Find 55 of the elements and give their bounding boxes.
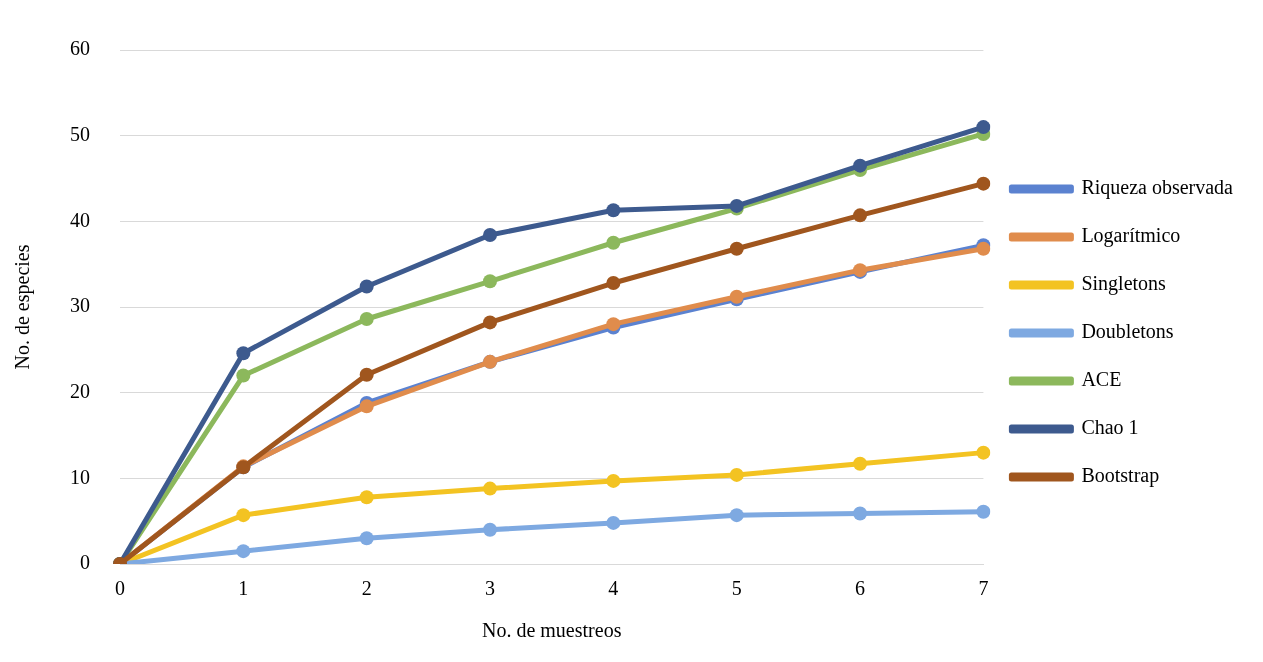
y-tick-label: 30 <box>70 294 90 317</box>
point <box>359 367 374 382</box>
x-tick-label: 1 <box>238 577 249 600</box>
point <box>976 176 991 191</box>
point <box>729 241 744 256</box>
point <box>853 158 868 173</box>
legend-label: Chao 1 <box>1081 416 1139 439</box>
point <box>483 315 498 330</box>
legend-label: ACE <box>1081 368 1122 391</box>
y-tick-label: 10 <box>70 465 90 488</box>
y-tick-label: 40 <box>70 208 90 231</box>
x-tick-label: 7 <box>978 577 989 600</box>
x-tick-label: 0 <box>115 577 125 600</box>
point <box>359 311 374 326</box>
point <box>606 473 621 488</box>
point <box>976 504 991 519</box>
y-tick-label: 20 <box>70 379 90 402</box>
x-tick-label: 5 <box>731 577 742 600</box>
x-tick-label: 6 <box>855 577 866 600</box>
point <box>729 508 744 523</box>
point <box>729 467 744 482</box>
point <box>606 235 621 250</box>
y-tick-label: 50 <box>70 122 90 145</box>
point <box>853 506 868 521</box>
y-tick-label: 0 <box>80 551 90 574</box>
point <box>359 490 374 505</box>
point <box>853 208 868 223</box>
point <box>606 203 621 218</box>
legend-label: Bootstrap <box>1081 464 1160 488</box>
x-tick-label: 3 <box>485 577 496 600</box>
point <box>606 276 621 291</box>
legend-label: Doubletons <box>1081 320 1174 343</box>
point <box>236 368 251 383</box>
point <box>359 279 374 294</box>
legend-label: Logarítmico <box>1081 224 1181 248</box>
point <box>236 508 251 523</box>
x-tick-label: 4 <box>608 577 619 600</box>
x-axis-title: No. de muestreos <box>481 619 622 642</box>
point <box>359 531 374 546</box>
point <box>236 346 251 361</box>
y-axis-title: No. de especies <box>11 244 35 370</box>
point <box>976 120 991 135</box>
point <box>483 481 498 496</box>
x-tick-label: 2 <box>361 577 372 600</box>
point <box>483 228 498 243</box>
point <box>359 399 374 414</box>
point <box>483 274 498 289</box>
point <box>236 544 251 559</box>
point <box>606 515 621 530</box>
point <box>853 456 868 471</box>
y-tick-label: 60 <box>70 37 90 60</box>
point <box>483 522 498 537</box>
legend-label: Riqueza observada <box>1081 176 1234 200</box>
point <box>976 445 991 460</box>
legend-label: Singletons <box>1081 272 1167 296</box>
